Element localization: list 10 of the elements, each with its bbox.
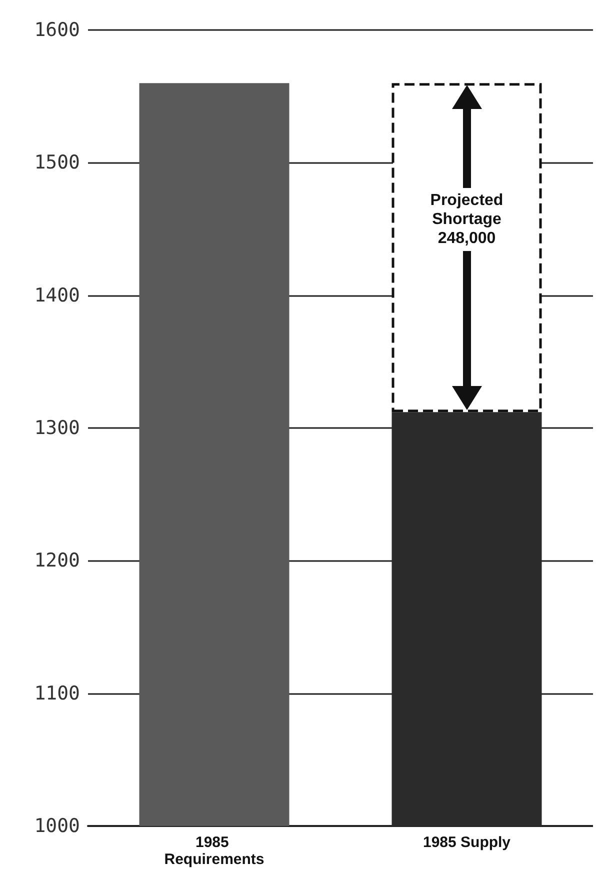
- y-tick-label: 1600: [34, 19, 80, 41]
- y-tick-label: 1200: [34, 550, 80, 572]
- x-tick-label: 1985 Requirements: [164, 834, 264, 868]
- y-tick-label: 1100: [34, 682, 80, 704]
- annotation: Projected Shortage 248,000: [406, 188, 527, 251]
- y-tick-label: 1400: [34, 284, 80, 306]
- x-tick-label: 1985 Supply: [422, 834, 512, 851]
- y-tick-label: 1000: [34, 815, 80, 837]
- y-tick-label: 1300: [34, 417, 80, 439]
- y-tick-label: 1500: [34, 152, 80, 174]
